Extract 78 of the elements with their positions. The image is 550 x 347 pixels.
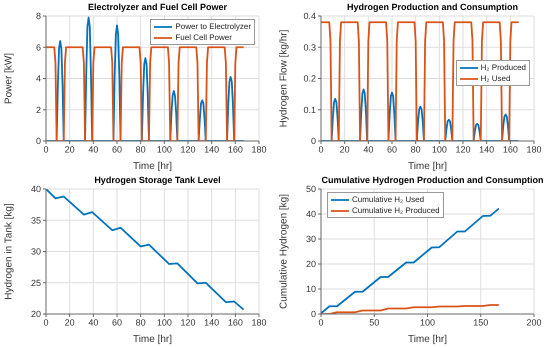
x-tick-label: 0 xyxy=(318,317,324,328)
y-tick-label: 20 xyxy=(30,309,41,320)
x-tick-label: 120 xyxy=(180,317,196,328)
line-series xyxy=(321,88,520,141)
x-tick-label: 40 xyxy=(88,317,98,328)
y-tick-label: 40 xyxy=(30,184,41,194)
y-tick-label: 8 xyxy=(36,11,41,22)
x-tick-label: 60 xyxy=(112,317,122,328)
x-tick-label: 20 xyxy=(340,144,350,154)
y-tick-label: 0.2 xyxy=(303,74,316,84)
line-series xyxy=(321,304,500,314)
x-tick-label: 40 xyxy=(88,144,98,154)
x-tick-label: 120 xyxy=(180,144,196,154)
legend-label: H₂ Used xyxy=(480,73,510,84)
legend-label: Cumulative H₂ Produced xyxy=(352,205,440,216)
y-axis-title: Hydrogen Flow [kg/hr] xyxy=(278,29,290,128)
x-tick-label: 160 xyxy=(228,317,243,328)
x-tick-label: 100 xyxy=(156,317,172,328)
y-tick-label: 10 xyxy=(306,284,316,294)
x-tick-label: 20 xyxy=(64,317,75,328)
x-tick-label: 20 xyxy=(64,144,75,154)
y-tick-label: 0 xyxy=(36,136,41,146)
x-tick-label: 0 xyxy=(43,144,49,154)
x-tick-label: 80 xyxy=(136,317,146,328)
x-axis-title: Time [hr] xyxy=(408,161,448,172)
x-axis-title: Time [hr] xyxy=(132,334,172,345)
x-tick-label: 0 xyxy=(43,317,49,328)
y-tick-label: 6 xyxy=(36,42,41,52)
x-tick-label: 50 xyxy=(369,317,380,328)
y-tick-label: 0.3 xyxy=(303,42,316,52)
y-tick-label: 30 xyxy=(306,234,316,244)
legend-label: Cumulative H₂ Used xyxy=(352,194,424,205)
x-tick-label: 180 xyxy=(251,317,267,328)
x-tick-label: 100 xyxy=(156,144,172,154)
x-tick-label: 120 xyxy=(455,144,471,154)
x-tick-label: 80 xyxy=(136,144,146,154)
chart-title: Cumulative Hydrogen Production and Consumption xyxy=(320,175,544,185)
y-axis-title: Hydrogen in Tank [kg] xyxy=(4,203,15,300)
y-tick-label: 0 xyxy=(310,309,316,320)
y-tick-label: 0.4 xyxy=(303,11,316,22)
x-tick-label: 100 xyxy=(420,317,436,328)
x-tick-label: 140 xyxy=(479,144,494,154)
x-tick-label: 80 xyxy=(410,144,421,154)
chart-title: Hydrogen Storage Tank Level xyxy=(93,175,222,185)
x-tick-label: 40 xyxy=(363,144,374,154)
chart-title: Hydrogen Production and Consumption xyxy=(346,2,519,12)
x-tick-label: 180 xyxy=(251,144,267,154)
y-tick-label: 50 xyxy=(306,184,316,194)
line-series xyxy=(321,208,500,314)
x-tick-label: 60 xyxy=(386,144,398,154)
x-tick-label: 160 xyxy=(502,144,518,154)
chart-title: Electrolyzer and Fuel Cell Power xyxy=(86,2,228,12)
y-tick-label: 4 xyxy=(36,74,41,84)
x-tick-label: 180 xyxy=(526,144,542,154)
x-axis-title: Time [hr] xyxy=(408,334,448,345)
x-tick-label: 60 xyxy=(112,144,122,154)
y-axis-title: Cumulative Hydrogen [kg] xyxy=(278,194,290,310)
x-tick-label: 200 xyxy=(526,317,542,328)
x-tick-label: 0 xyxy=(318,144,324,154)
y-tick-label: 20 xyxy=(306,259,316,270)
x-tick-label: 160 xyxy=(228,144,243,154)
x-tick-label: 140 xyxy=(204,317,220,328)
x-tick-label: 100 xyxy=(432,144,447,154)
legend-label: H₂ Produced xyxy=(480,62,526,73)
line-series xyxy=(46,189,245,311)
y-tick-label: 0 xyxy=(310,136,316,146)
legend-label: Fuel Cell Power xyxy=(175,32,232,43)
x-tick-label: 140 xyxy=(204,144,220,154)
y-tick-label: 0.1 xyxy=(303,104,316,115)
y-axis-title: Power [kW] xyxy=(4,52,15,104)
y-tick-label: 2 xyxy=(36,104,41,115)
y-tick-label: 40 xyxy=(306,209,316,220)
y-tick-label: 30 xyxy=(30,246,41,257)
x-axis-title: Time [hr] xyxy=(132,161,172,172)
y-tick-label: 35 xyxy=(30,215,41,226)
legend-label: Power to Electrolyzer xyxy=(175,21,251,32)
y-tick-label: 25 xyxy=(30,278,41,288)
x-tick-label: 150 xyxy=(473,317,488,328)
